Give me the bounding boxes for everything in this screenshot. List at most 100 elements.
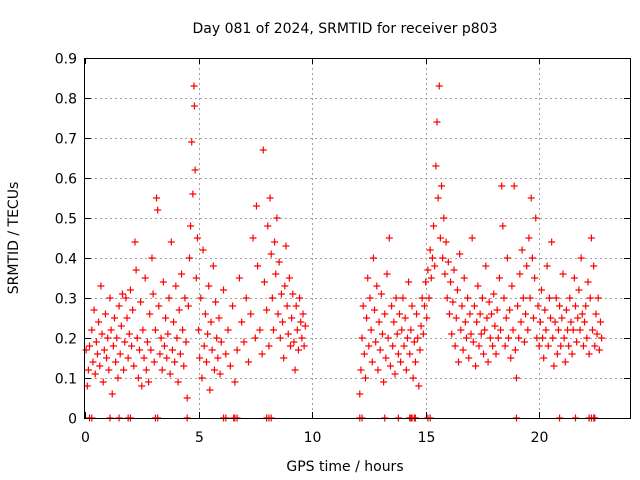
data-point [474,282,482,290]
data-point [432,162,440,170]
data-point [120,366,128,374]
data-point [524,326,532,334]
data-point [489,342,497,350]
data-point [124,354,132,362]
data-point [249,234,257,242]
data-point [576,326,584,334]
data-point [363,314,371,322]
data-point [274,310,282,318]
data-point [450,266,458,274]
data-point [391,370,399,378]
data-point [502,314,510,322]
data-point [402,366,410,374]
data-point [299,310,307,318]
data-point [572,302,579,310]
data-point [158,366,166,374]
data-point [99,378,107,386]
data-point [367,326,375,334]
data-point [405,278,413,286]
data-point [465,354,473,362]
data-point [376,346,384,354]
data-point [178,270,186,278]
y-tick-label: 0.2 [55,332,77,348]
data-point [449,298,457,306]
data-point [92,338,100,346]
data-point [116,350,124,358]
data-point [574,314,582,322]
data-point [455,358,463,366]
data-point [526,294,534,302]
data-point [245,358,252,366]
data-point [147,346,155,354]
y-tick-label: 0.1 [55,372,77,388]
data-point [284,330,292,338]
data-point [573,338,581,346]
data-point [271,238,279,246]
data-point [403,334,411,342]
data-point [190,102,198,110]
data-point [442,238,450,246]
data-point [528,254,536,262]
data-point [164,330,172,338]
data-point [292,302,300,310]
data-point [195,326,203,334]
data-point [128,342,136,350]
data-point [407,326,415,334]
data-point [480,350,488,358]
data-point [82,346,90,354]
data-point [148,254,156,262]
data-point [142,366,150,374]
data-point [440,214,448,222]
data-point [129,306,137,314]
data-point [594,294,602,302]
data-point [552,294,560,302]
data-point [585,350,593,358]
data-point [276,334,284,342]
data-point [501,342,509,350]
data-point [451,342,459,350]
data-point [475,342,483,350]
data-point [130,362,138,370]
data-point [591,342,599,350]
data-point [534,302,542,310]
data-point [126,286,134,294]
data-point [444,258,452,266]
data-point [134,374,142,382]
data-point [210,366,218,374]
data-point [109,342,117,350]
data-point [425,294,433,302]
data-point [495,274,503,282]
data-point [357,366,365,374]
data-point [222,350,230,358]
data-point [551,318,559,326]
data-point [287,342,295,350]
data-point [510,182,518,190]
data-point [283,302,291,310]
data-point [398,326,406,334]
data-point [180,362,188,370]
data-point [166,370,174,378]
data-point [490,290,498,298]
data-point [569,326,577,334]
data-point [438,182,446,190]
data-point [275,258,283,266]
x-tick-label: 20 [531,430,549,446]
data-point [423,314,431,322]
data-point [443,294,451,302]
data-point [90,306,98,314]
data-point [484,358,492,366]
data-point [251,334,259,342]
data-point [288,314,296,322]
data-point [200,342,208,350]
data-point [107,326,115,334]
data-point [583,334,591,342]
data-point [101,310,109,318]
data-point [517,318,525,326]
data-point [476,310,484,318]
data-point [282,242,290,250]
data-point [390,318,398,326]
grid-lines [85,58,630,418]
data-point [589,326,597,334]
data-point [582,302,590,310]
data-point [226,362,234,370]
